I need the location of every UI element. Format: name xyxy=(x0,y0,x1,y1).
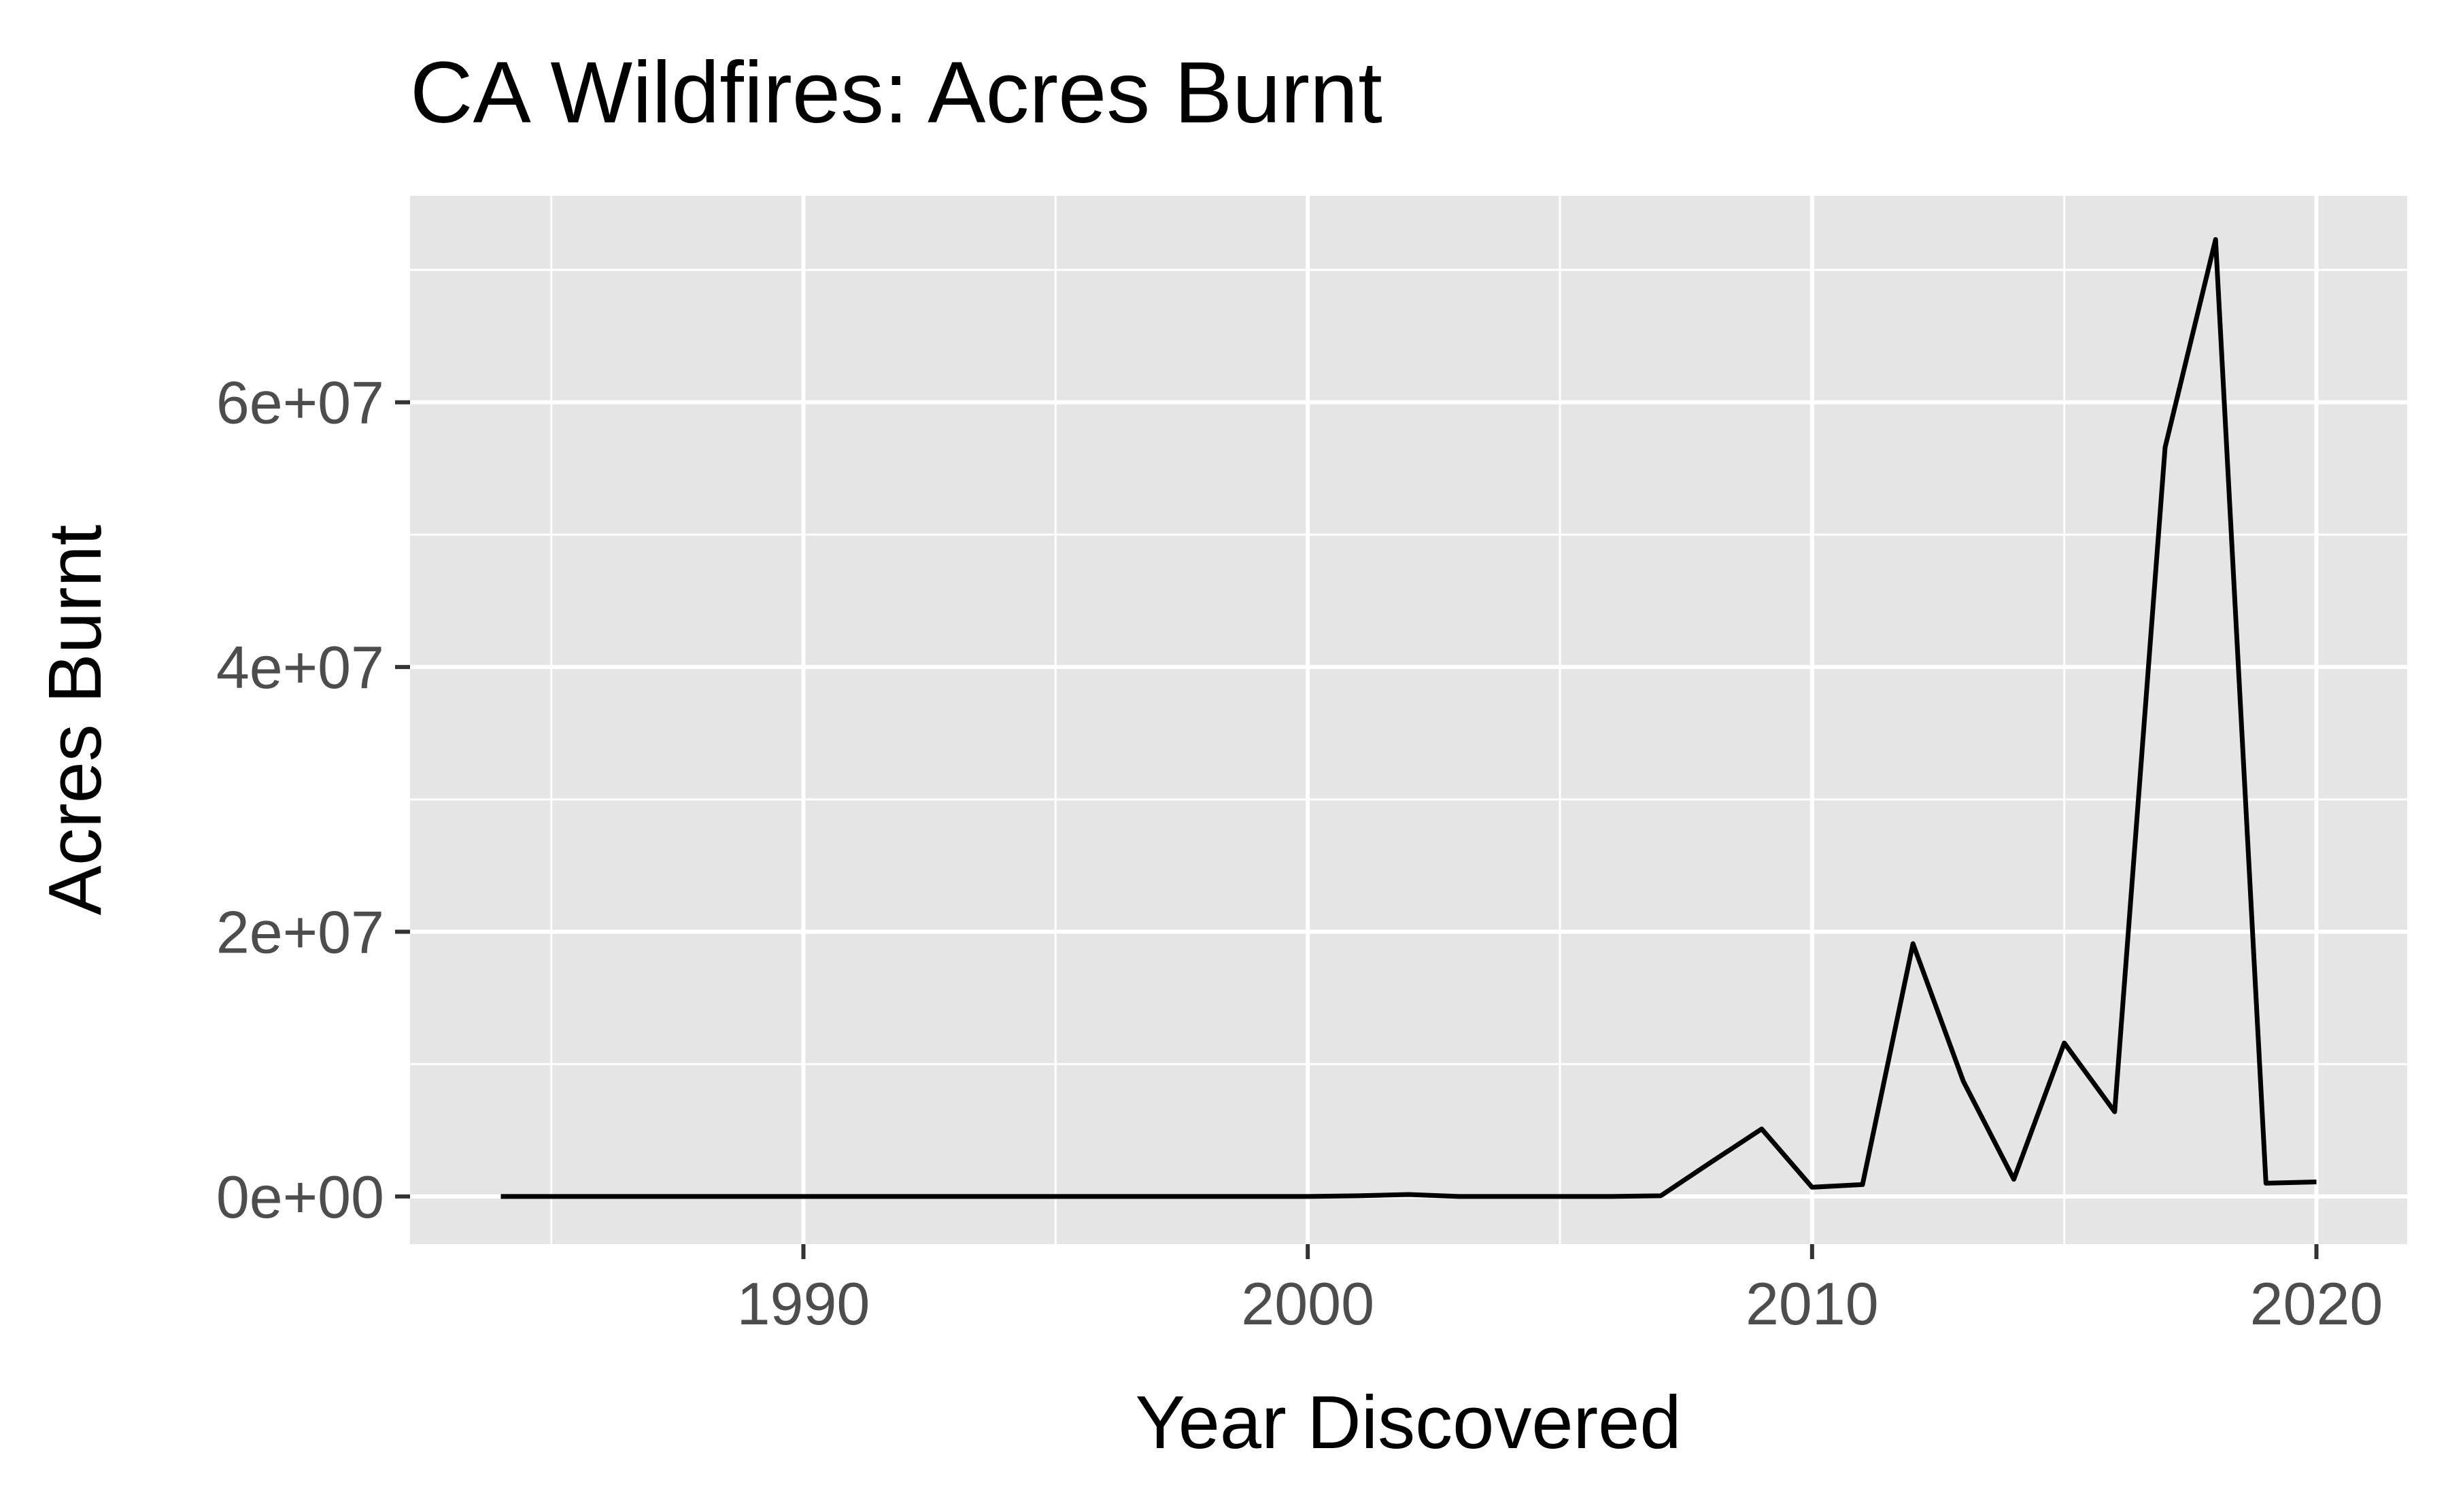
y-tick-label: 4e+07 xyxy=(216,634,384,701)
series-line xyxy=(500,237,2317,1199)
x-axis: 1990 2000 2010 2020 xyxy=(737,1244,2383,1337)
series-layer xyxy=(500,237,2317,1199)
x-tick-label: 1990 xyxy=(737,1270,870,1337)
y-axis: 0e+00 2e+07 4e+07 6e+07 xyxy=(216,369,410,1231)
y-tick-label: 2e+07 xyxy=(216,899,384,966)
y-axis-title: Acres Burnt xyxy=(33,525,117,916)
y-tick-label: 0e+00 xyxy=(216,1163,384,1231)
chart-title: CA Wildfires: Acres Burnt xyxy=(410,44,1382,141)
x-tick-label: 2010 xyxy=(1746,1270,1879,1337)
x-tick-label: 2020 xyxy=(2250,1270,2383,1337)
y-tick-label: 6e+07 xyxy=(216,369,384,436)
plot-panel xyxy=(410,196,2407,1244)
grid-minor xyxy=(410,196,2407,1244)
x-axis-title: Year Discovered xyxy=(1135,1381,1681,1464)
x-tick-label: 2000 xyxy=(1241,1270,1374,1337)
